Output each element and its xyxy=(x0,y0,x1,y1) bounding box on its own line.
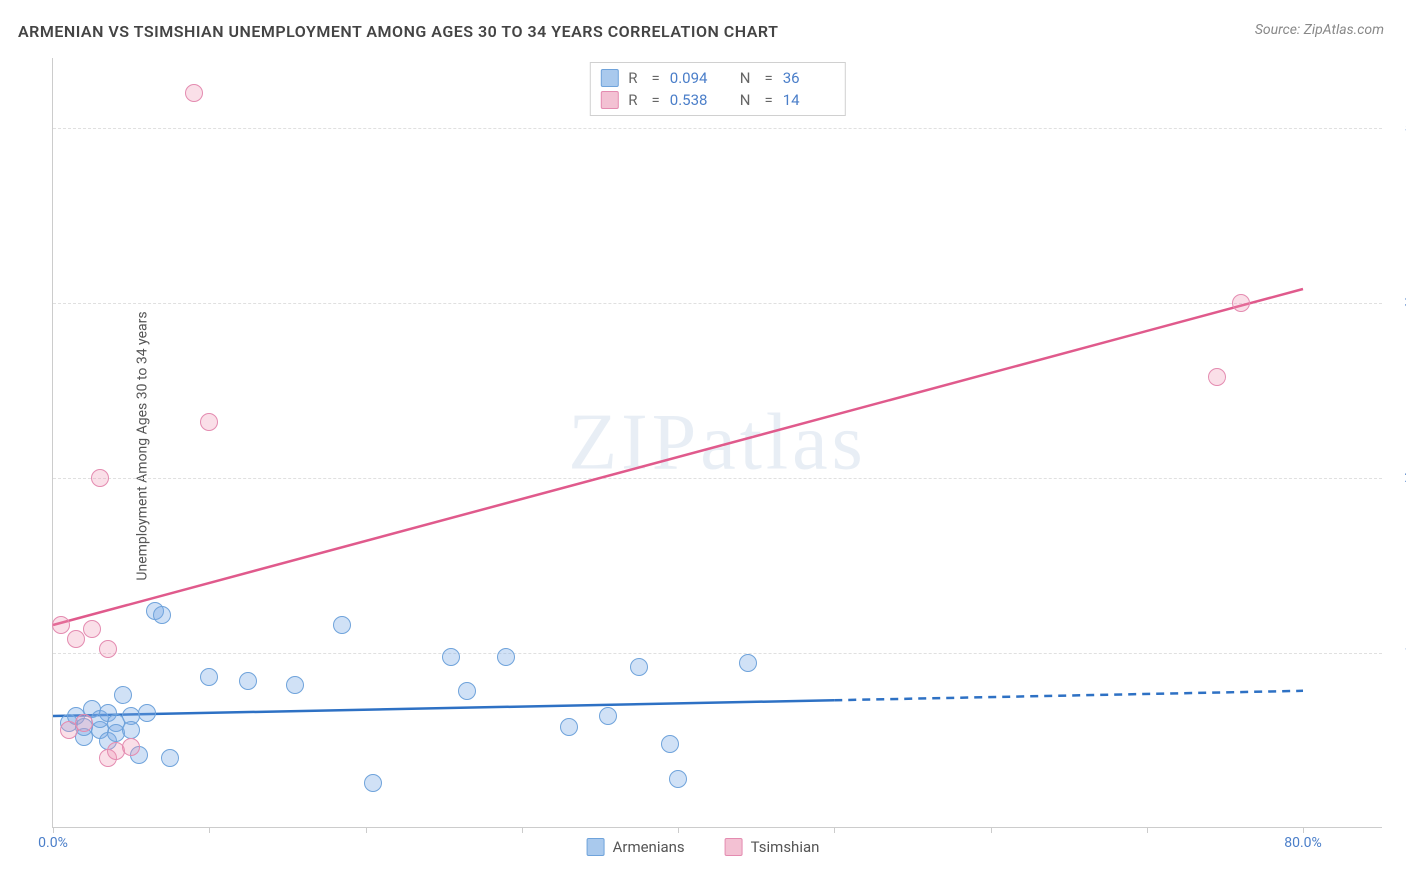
legend-item-armenians: Armenians xyxy=(587,838,685,856)
legend-swatch-armenians xyxy=(587,838,605,856)
chart-plot-area: ZIPatlas 12.5%25.0%37.5%50.0% 0.0% 80.0%… xyxy=(52,58,1382,828)
scatter-point xyxy=(442,648,460,666)
chart-title: ARMENIAN VS TSIMSHIAN UNEMPLOYMENT AMONG… xyxy=(18,22,778,41)
legend-swatch-tsimshian xyxy=(600,91,618,109)
legend-r-label: R xyxy=(628,69,637,87)
x-tick xyxy=(1147,827,1148,833)
legend-eq: = xyxy=(764,69,772,87)
x-axis-min-label: 0.0% xyxy=(38,835,68,851)
scatter-point xyxy=(669,770,687,788)
scatter-point xyxy=(599,707,617,725)
scatter-point xyxy=(286,676,304,694)
scatter-point xyxy=(458,682,476,700)
scatter-point xyxy=(1232,294,1250,312)
scatter-point xyxy=(91,469,109,487)
scatter-point xyxy=(153,606,171,624)
x-tick xyxy=(991,827,992,833)
gridline-h xyxy=(53,303,1382,304)
legend-n-value-armenians: 36 xyxy=(783,69,835,87)
legend-item-tsimshian: Tsimshian xyxy=(725,838,820,856)
x-tick xyxy=(1303,827,1304,833)
gridline-h xyxy=(53,478,1382,479)
legend-r-value-armenians: 0.094 xyxy=(670,69,722,87)
legend-r-label: R xyxy=(628,91,637,109)
legend-r-value-tsimshian: 0.538 xyxy=(670,91,722,109)
trend-line-dashed xyxy=(834,691,1303,700)
legend-row-armenians: R = 0.094 N = 36 xyxy=(600,67,834,89)
x-tick xyxy=(834,827,835,833)
scatter-point xyxy=(122,738,140,756)
scatter-point xyxy=(185,84,203,102)
scatter-point xyxy=(200,668,218,686)
trend-line-solid xyxy=(53,700,834,716)
gridline-h xyxy=(53,653,1382,654)
scatter-point xyxy=(67,630,85,648)
legend-n-value-tsimshian: 14 xyxy=(783,91,835,109)
gridline-h xyxy=(53,128,1382,129)
legend-n-label: N xyxy=(740,69,751,87)
legend-eq: = xyxy=(652,91,660,109)
x-tick xyxy=(522,827,523,833)
scatter-point xyxy=(83,620,101,638)
legend-n-label: N xyxy=(740,91,751,109)
legend-swatch-tsimshian xyxy=(725,838,743,856)
x-tick xyxy=(366,827,367,833)
source-label: Source: xyxy=(1255,22,1300,38)
legend-label-armenians: Armenians xyxy=(613,838,685,856)
trend-lines xyxy=(53,58,1382,827)
source-name: ZipAtlas.com xyxy=(1304,22,1384,38)
scatter-point xyxy=(99,640,117,658)
scatter-point xyxy=(333,616,351,634)
scatter-point xyxy=(75,714,93,732)
scatter-point xyxy=(364,774,382,792)
scatter-point xyxy=(630,658,648,676)
scatter-point xyxy=(138,704,156,722)
series-legend: Armenians Tsimshian xyxy=(587,838,820,856)
scatter-point xyxy=(497,648,515,666)
watermark: ZIPatlas xyxy=(568,397,867,488)
legend-label-tsimshian: Tsimshian xyxy=(751,838,820,856)
legend-eq: = xyxy=(652,69,660,87)
scatter-point xyxy=(739,654,757,672)
scatter-point xyxy=(161,749,179,767)
x-tick xyxy=(678,827,679,833)
scatter-point xyxy=(1208,368,1226,386)
legend-row-tsimshian: R = 0.538 N = 14 xyxy=(600,89,834,111)
scatter-point xyxy=(114,686,132,704)
scatter-point xyxy=(661,735,679,753)
scatter-point xyxy=(239,672,257,690)
scatter-point xyxy=(52,616,70,634)
x-tick xyxy=(209,827,210,833)
scatter-point xyxy=(122,721,140,739)
correlation-legend: R = 0.094 N = 36 R = 0.538 N = 14 xyxy=(589,62,845,116)
legend-eq: = xyxy=(764,91,772,109)
trend-line-solid xyxy=(53,289,1303,625)
legend-swatch-armenians xyxy=(600,69,618,87)
x-axis-max-label: 80.0% xyxy=(1284,835,1322,851)
source-attribution: Source: ZipAtlas.com xyxy=(1255,22,1384,38)
scatter-point xyxy=(200,413,218,431)
scatter-point xyxy=(560,718,578,736)
x-tick xyxy=(53,827,54,833)
